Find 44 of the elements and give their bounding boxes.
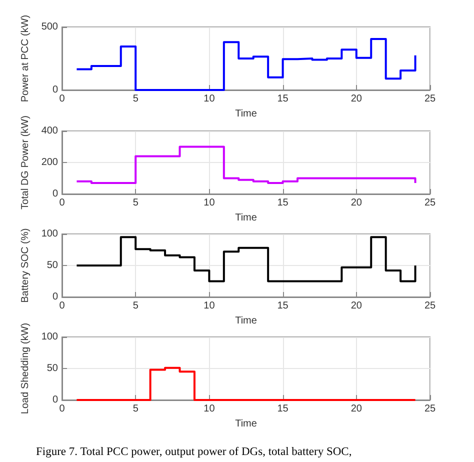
x-tick-label: 20 xyxy=(350,94,362,104)
y-tick-label: 500 xyxy=(41,22,58,32)
x-axis-title: Time xyxy=(235,212,258,224)
y-tick-label: 200 xyxy=(41,157,58,168)
y-axis-title: Battery SOC (%) xyxy=(20,228,31,303)
y-axis-title: Load Shedding (kW) xyxy=(20,322,31,414)
x-tick-label: 15 xyxy=(277,300,289,312)
x-tick-label: 5 xyxy=(132,300,139,312)
x-tick-label: 5 xyxy=(132,404,139,414)
y-axis-title: Power at PCC (kW) xyxy=(20,14,31,102)
x-tick-label: 20 xyxy=(350,300,362,312)
x-tick-label: 15 xyxy=(277,94,289,104)
y-tick-label: 400 xyxy=(41,126,58,136)
y-tick-label: 0 xyxy=(52,394,58,406)
x-axis-title: Time xyxy=(235,315,258,326)
x-tick-label: 0 xyxy=(59,94,66,104)
x-tick-label: 10 xyxy=(204,404,216,414)
x-tick-label: 15 xyxy=(277,404,289,414)
y-tick-label: 0 xyxy=(52,84,58,96)
x-tick-label: 10 xyxy=(204,300,216,312)
x-tick-label: 20 xyxy=(350,198,362,208)
x-tick-label: 15 xyxy=(277,198,289,208)
caption: Figure 7. Total PCC power, output power of DGs, total battery SOC, xyxy=(36,446,352,458)
x-axis-title: Time xyxy=(235,108,258,120)
y-tick-label: 0 xyxy=(52,292,58,302)
x-tick-label: 10 xyxy=(204,94,216,104)
x-tick-label: 25 xyxy=(424,94,436,104)
y-tick-label: 50 xyxy=(46,363,58,374)
x-tick-label: 5 xyxy=(132,94,139,104)
y-tick-label: 100 xyxy=(41,228,58,240)
x-tick-label: 0 xyxy=(59,198,66,208)
x-tick-label: 5 xyxy=(132,198,139,208)
x-tick-label: 0 xyxy=(59,300,66,312)
y-axis-title: Total DG Power (kW) xyxy=(20,116,31,210)
y-tick-label: 50 xyxy=(46,260,58,271)
x-tick-label: 25 xyxy=(424,300,436,312)
x-tick-label: 20 xyxy=(350,404,362,414)
x-axis-title: Time xyxy=(235,418,258,430)
y-tick-label: 100 xyxy=(41,332,58,342)
x-tick-label: 0 xyxy=(59,404,66,414)
x-tick-label: 25 xyxy=(424,404,436,414)
x-tick-label: 25 xyxy=(424,198,436,208)
y-tick-label: 0 xyxy=(52,188,58,200)
x-tick-label: 10 xyxy=(204,198,216,208)
